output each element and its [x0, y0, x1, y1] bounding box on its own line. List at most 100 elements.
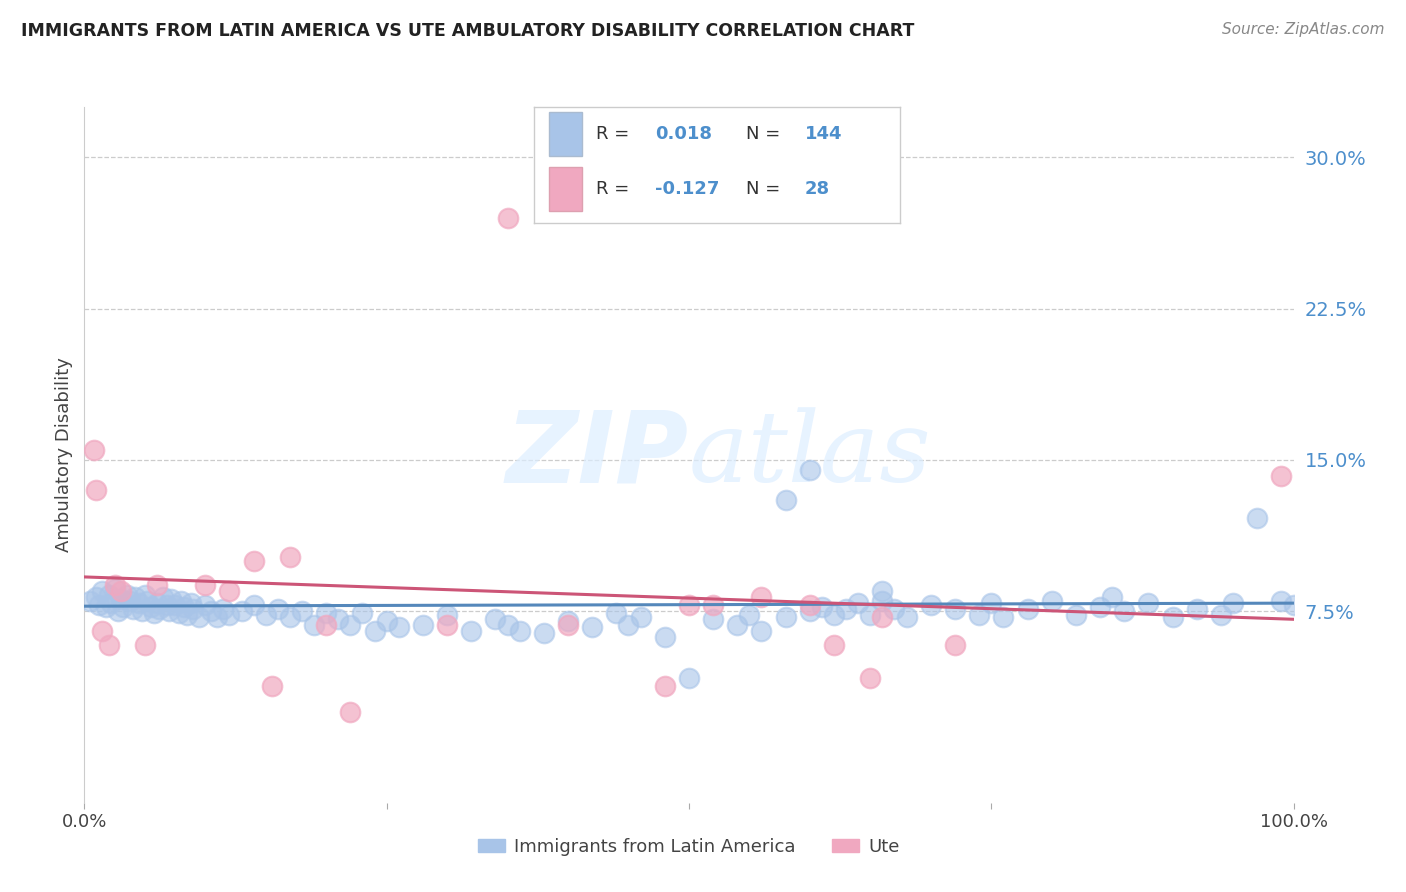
Point: [1017, 602, 1039, 616]
Point: [231, 604, 253, 618]
Point: [278, 610, 301, 624]
Point: [654, 631, 676, 645]
Point: [1064, 608, 1087, 623]
Point: [883, 602, 905, 616]
Point: [375, 615, 398, 629]
Point: [160, 592, 183, 607]
Point: [617, 618, 640, 632]
Text: 144: 144: [804, 125, 842, 143]
Text: N =: N =: [747, 125, 786, 143]
Point: [943, 639, 966, 653]
Point: [654, 679, 676, 693]
Point: [170, 594, 193, 608]
Text: atlas: atlas: [689, 408, 932, 502]
Point: [267, 602, 290, 616]
Point: [260, 679, 283, 693]
Point: [1040, 594, 1063, 608]
Point: [124, 590, 146, 604]
Point: [967, 608, 990, 623]
Point: [152, 590, 174, 604]
Point: [811, 600, 834, 615]
Point: [835, 602, 858, 616]
Point: [859, 671, 882, 685]
Point: [97, 639, 120, 653]
Point: [775, 610, 797, 624]
Point: [315, 606, 337, 620]
Point: [872, 594, 894, 608]
Point: [993, 610, 1015, 624]
Text: R =: R =: [596, 125, 636, 143]
Point: [605, 606, 627, 620]
Point: [352, 606, 374, 620]
Point: [188, 610, 211, 624]
Text: 28: 28: [804, 180, 830, 198]
Point: [678, 598, 700, 612]
Point: [799, 463, 821, 477]
Point: [242, 554, 264, 568]
Text: N =: N =: [747, 180, 786, 198]
Point: [775, 493, 797, 508]
Point: [83, 442, 105, 457]
Point: [1161, 610, 1184, 624]
Point: [1114, 604, 1136, 618]
Point: [751, 590, 773, 604]
Point: [173, 600, 195, 615]
Point: [146, 578, 169, 592]
Point: [97, 588, 120, 602]
Point: [1270, 469, 1292, 483]
Point: [86, 483, 108, 498]
Point: [920, 598, 942, 612]
Point: [1270, 594, 1292, 608]
Point: [496, 618, 519, 632]
Point: [823, 639, 845, 653]
Point: [363, 624, 385, 639]
Point: [104, 582, 127, 596]
Point: [943, 602, 966, 616]
Point: [1101, 590, 1123, 604]
Point: [291, 604, 314, 618]
Point: [751, 624, 773, 639]
Point: [412, 618, 434, 632]
Point: [533, 626, 555, 640]
Point: [1222, 596, 1244, 610]
Point: [218, 608, 240, 623]
Point: [315, 618, 337, 632]
Point: [557, 618, 579, 632]
Point: [194, 578, 217, 592]
Point: [94, 600, 117, 615]
Point: [120, 594, 142, 608]
Point: [136, 594, 159, 608]
Point: [278, 549, 301, 564]
Point: [181, 602, 204, 616]
Point: [581, 620, 603, 634]
Point: [79, 594, 101, 608]
Point: [980, 596, 1002, 610]
Point: [896, 610, 918, 624]
Point: [107, 604, 129, 618]
Point: [207, 610, 229, 624]
Point: [872, 584, 894, 599]
Point: [557, 615, 579, 629]
Point: [1088, 600, 1111, 615]
Point: [460, 624, 482, 639]
Point: [86, 590, 108, 604]
Text: R =: R =: [596, 180, 636, 198]
Point: [388, 620, 411, 634]
Point: [218, 584, 240, 599]
Point: [823, 608, 845, 623]
Point: [128, 596, 150, 610]
Point: [725, 618, 748, 632]
Point: [242, 598, 264, 612]
Point: [157, 604, 180, 618]
Point: [176, 608, 198, 623]
Point: [1185, 602, 1208, 616]
Point: [212, 602, 235, 616]
Text: IMMIGRANTS FROM LATIN AMERICA VS UTE AMBULATORY DISABILITY CORRELATION CHART: IMMIGRANTS FROM LATIN AMERICA VS UTE AMB…: [21, 22, 914, 40]
Point: [148, 602, 170, 616]
Point: [436, 618, 458, 632]
Point: [339, 705, 361, 719]
Point: [1246, 511, 1268, 525]
Point: [436, 608, 458, 623]
Point: [1137, 596, 1160, 610]
Point: [143, 606, 166, 620]
